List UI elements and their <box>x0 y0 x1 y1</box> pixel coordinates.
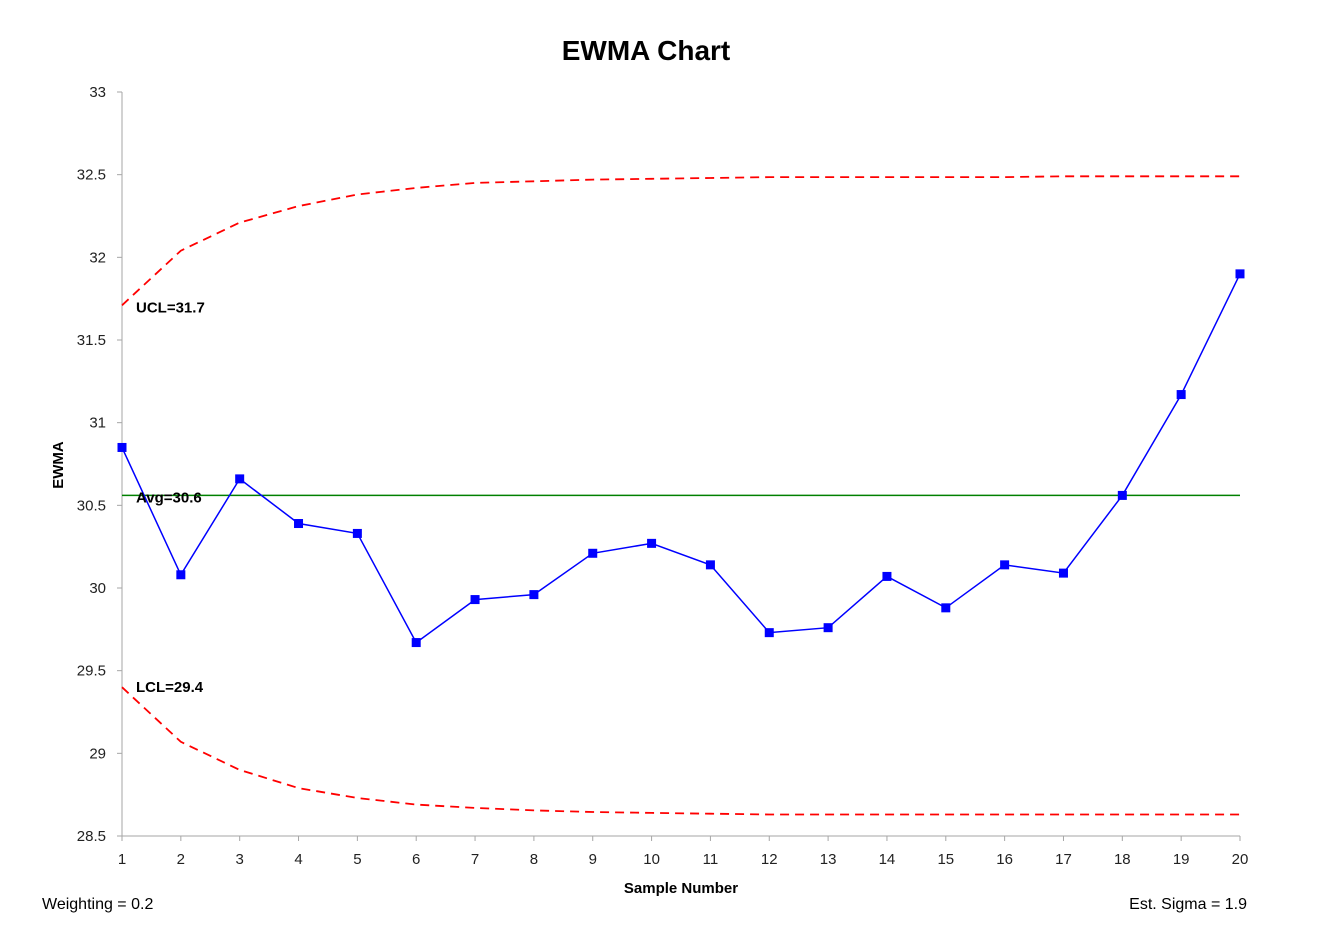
y-tick-label: 30 <box>89 580 106 597</box>
y-axis-label: EWMA <box>50 441 67 489</box>
y-tick-label: 32.5 <box>77 167 106 184</box>
ewma-point <box>588 548 598 558</box>
ewma-point <box>1058 568 1068 578</box>
ewma-point <box>176 570 186 580</box>
lcl-series-line <box>121 686 1240 816</box>
x-tick-label: 4 <box>294 851 302 868</box>
x-tick-label: 14 <box>879 851 896 868</box>
x-tick-label: 13 <box>820 851 837 868</box>
x-tick-label: 12 <box>761 851 778 868</box>
ewma-point <box>470 595 480 605</box>
y-tick-label: 31 <box>89 415 106 432</box>
ewma-point <box>1235 269 1245 279</box>
ewma-point <box>764 628 774 638</box>
x-tick-label: 18 <box>1114 851 1131 868</box>
lcl-label: LCL=29.4 <box>136 679 204 696</box>
ewma-point <box>352 528 362 538</box>
y-tick-label: 28.5 <box>77 828 106 845</box>
y-tick-label: 33 <box>89 84 106 101</box>
x-tick-label: 20 <box>1232 851 1249 868</box>
ewma-point <box>294 519 304 529</box>
ewma-point <box>1000 560 1010 570</box>
ewma-series-line <box>121 273 1241 644</box>
y-tick-label: 29 <box>89 745 106 762</box>
x-tick-label: 6 <box>412 851 420 868</box>
ewma-point <box>117 442 127 452</box>
ewma-point <box>823 623 833 633</box>
ewma-point <box>235 474 245 484</box>
ucl-series-line <box>121 175 1240 306</box>
y-tick-label: 30.5 <box>77 497 106 514</box>
ewma-point <box>705 560 715 570</box>
x-tick-label: 16 <box>996 851 1013 868</box>
x-tick-label: 10 <box>643 851 660 868</box>
y-tick-label: 31.5 <box>77 332 106 349</box>
x-tick-label: 8 <box>530 851 538 868</box>
x-tick-label: 11 <box>703 851 719 868</box>
y-tick-label: 29.5 <box>77 663 106 680</box>
ucl-label: UCL=31.7 <box>136 299 205 316</box>
ewma-point <box>1117 490 1127 500</box>
x-tick-label: 1 <box>118 851 126 868</box>
x-tick-label: 17 <box>1055 851 1072 868</box>
ewma-point <box>529 590 539 600</box>
x-tick-label: 3 <box>236 851 244 868</box>
avg-label: Avg=30.6 <box>136 489 202 506</box>
series-layer <box>117 175 1245 816</box>
x-axis-label: Sample Number <box>624 880 738 897</box>
x-tick-label: 5 <box>353 851 361 868</box>
ewma-point <box>411 638 421 648</box>
chart-title: EWMA Chart <box>562 35 731 66</box>
ewma-point <box>1176 390 1186 400</box>
x-tick-label: 19 <box>1173 851 1190 868</box>
ewma-point <box>882 571 892 581</box>
y-tick-label: 32 <box>89 249 106 266</box>
x-tick-label: 2 <box>177 851 185 868</box>
sigma-note: Est. Sigma = 1.9 <box>1129 896 1247 913</box>
x-tick-label: 7 <box>471 851 479 868</box>
weighting-note: Weighting = 0.2 <box>42 896 153 913</box>
ewma-point <box>941 603 951 613</box>
ewma-point <box>647 538 657 548</box>
x-tick-label: 9 <box>589 851 597 868</box>
x-tick-label: 15 <box>937 851 954 868</box>
